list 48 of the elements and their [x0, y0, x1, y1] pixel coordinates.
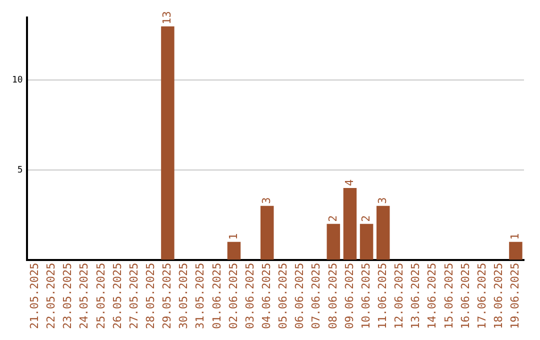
x-tick-label: 24.05.2025 [78, 262, 91, 330]
x-tick-label: 18.06.2025 [492, 262, 505, 330]
data-label: 1 [226, 233, 240, 240]
x-tick-label: 07.06.2025 [310, 262, 323, 330]
data-label: 4 [342, 178, 356, 186]
x-tick-label: 27.05.2025 [127, 262, 140, 330]
bar [161, 26, 174, 260]
x-tick-label: 14.06.2025 [426, 262, 439, 330]
x-tick-label: 16.06.2025 [458, 262, 472, 330]
x-tick-label: 09.06.2025 [342, 262, 356, 330]
x-tick-label: 28.05.2025 [144, 262, 157, 330]
x-tick-label: 30.05.2025 [177, 262, 190, 330]
x-tick-label: 19.06.2025 [508, 262, 522, 330]
bar [326, 224, 340, 260]
x-tick-label: 15.06.2025 [442, 262, 456, 330]
x-tick-label: 13.06.2025 [409, 262, 422, 330]
y-tick-label: 5 [17, 165, 23, 176]
x-tick-label: 29.05.2025 [160, 262, 174, 330]
bar [360, 224, 374, 260]
data-label: 3 [376, 197, 389, 204]
x-tick-label: 12.06.2025 [392, 262, 406, 330]
x-tick-label: 31.05.2025 [194, 262, 207, 330]
data-label: 1 [508, 233, 522, 240]
data-label: 13 [160, 11, 174, 24]
x-tick-label: 01.06.2025 [210, 262, 224, 330]
y-tick-label: 10 [12, 76, 23, 86]
x-tick-label: 25.05.2025 [94, 262, 108, 330]
x-tick-label: 21.05.2025 [28, 262, 41, 330]
x-tick-label: 02.06.2025 [226, 262, 240, 330]
bar [260, 206, 274, 260]
x-tick-label: 11.06.2025 [376, 262, 389, 330]
bar [376, 206, 390, 260]
x-tick-label: 05.06.2025 [276, 262, 290, 330]
bar [509, 242, 522, 260]
x-tick-label: 22.05.2025 [44, 262, 58, 330]
x-tick-label: 23.05.2025 [61, 262, 74, 330]
data-label: 3 [260, 197, 273, 204]
data-label: 2 [326, 215, 340, 222]
x-tick-label: 17.06.2025 [475, 262, 488, 330]
x-tick-label: 03.06.2025 [243, 262, 256, 330]
x-tick-label: 26.05.2025 [110, 262, 124, 330]
x-tick-label: 04.06.2025 [260, 262, 273, 330]
bar [343, 188, 357, 260]
x-tick-label: 06.06.2025 [293, 262, 306, 330]
data-label: 2 [359, 215, 372, 222]
x-tick-label: 10.06.2025 [359, 262, 372, 330]
bar [227, 242, 241, 260]
x-tick-label: 08.06.2025 [326, 262, 340, 330]
